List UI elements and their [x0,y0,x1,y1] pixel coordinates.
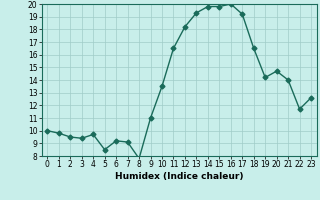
X-axis label: Humidex (Indice chaleur): Humidex (Indice chaleur) [115,172,244,181]
